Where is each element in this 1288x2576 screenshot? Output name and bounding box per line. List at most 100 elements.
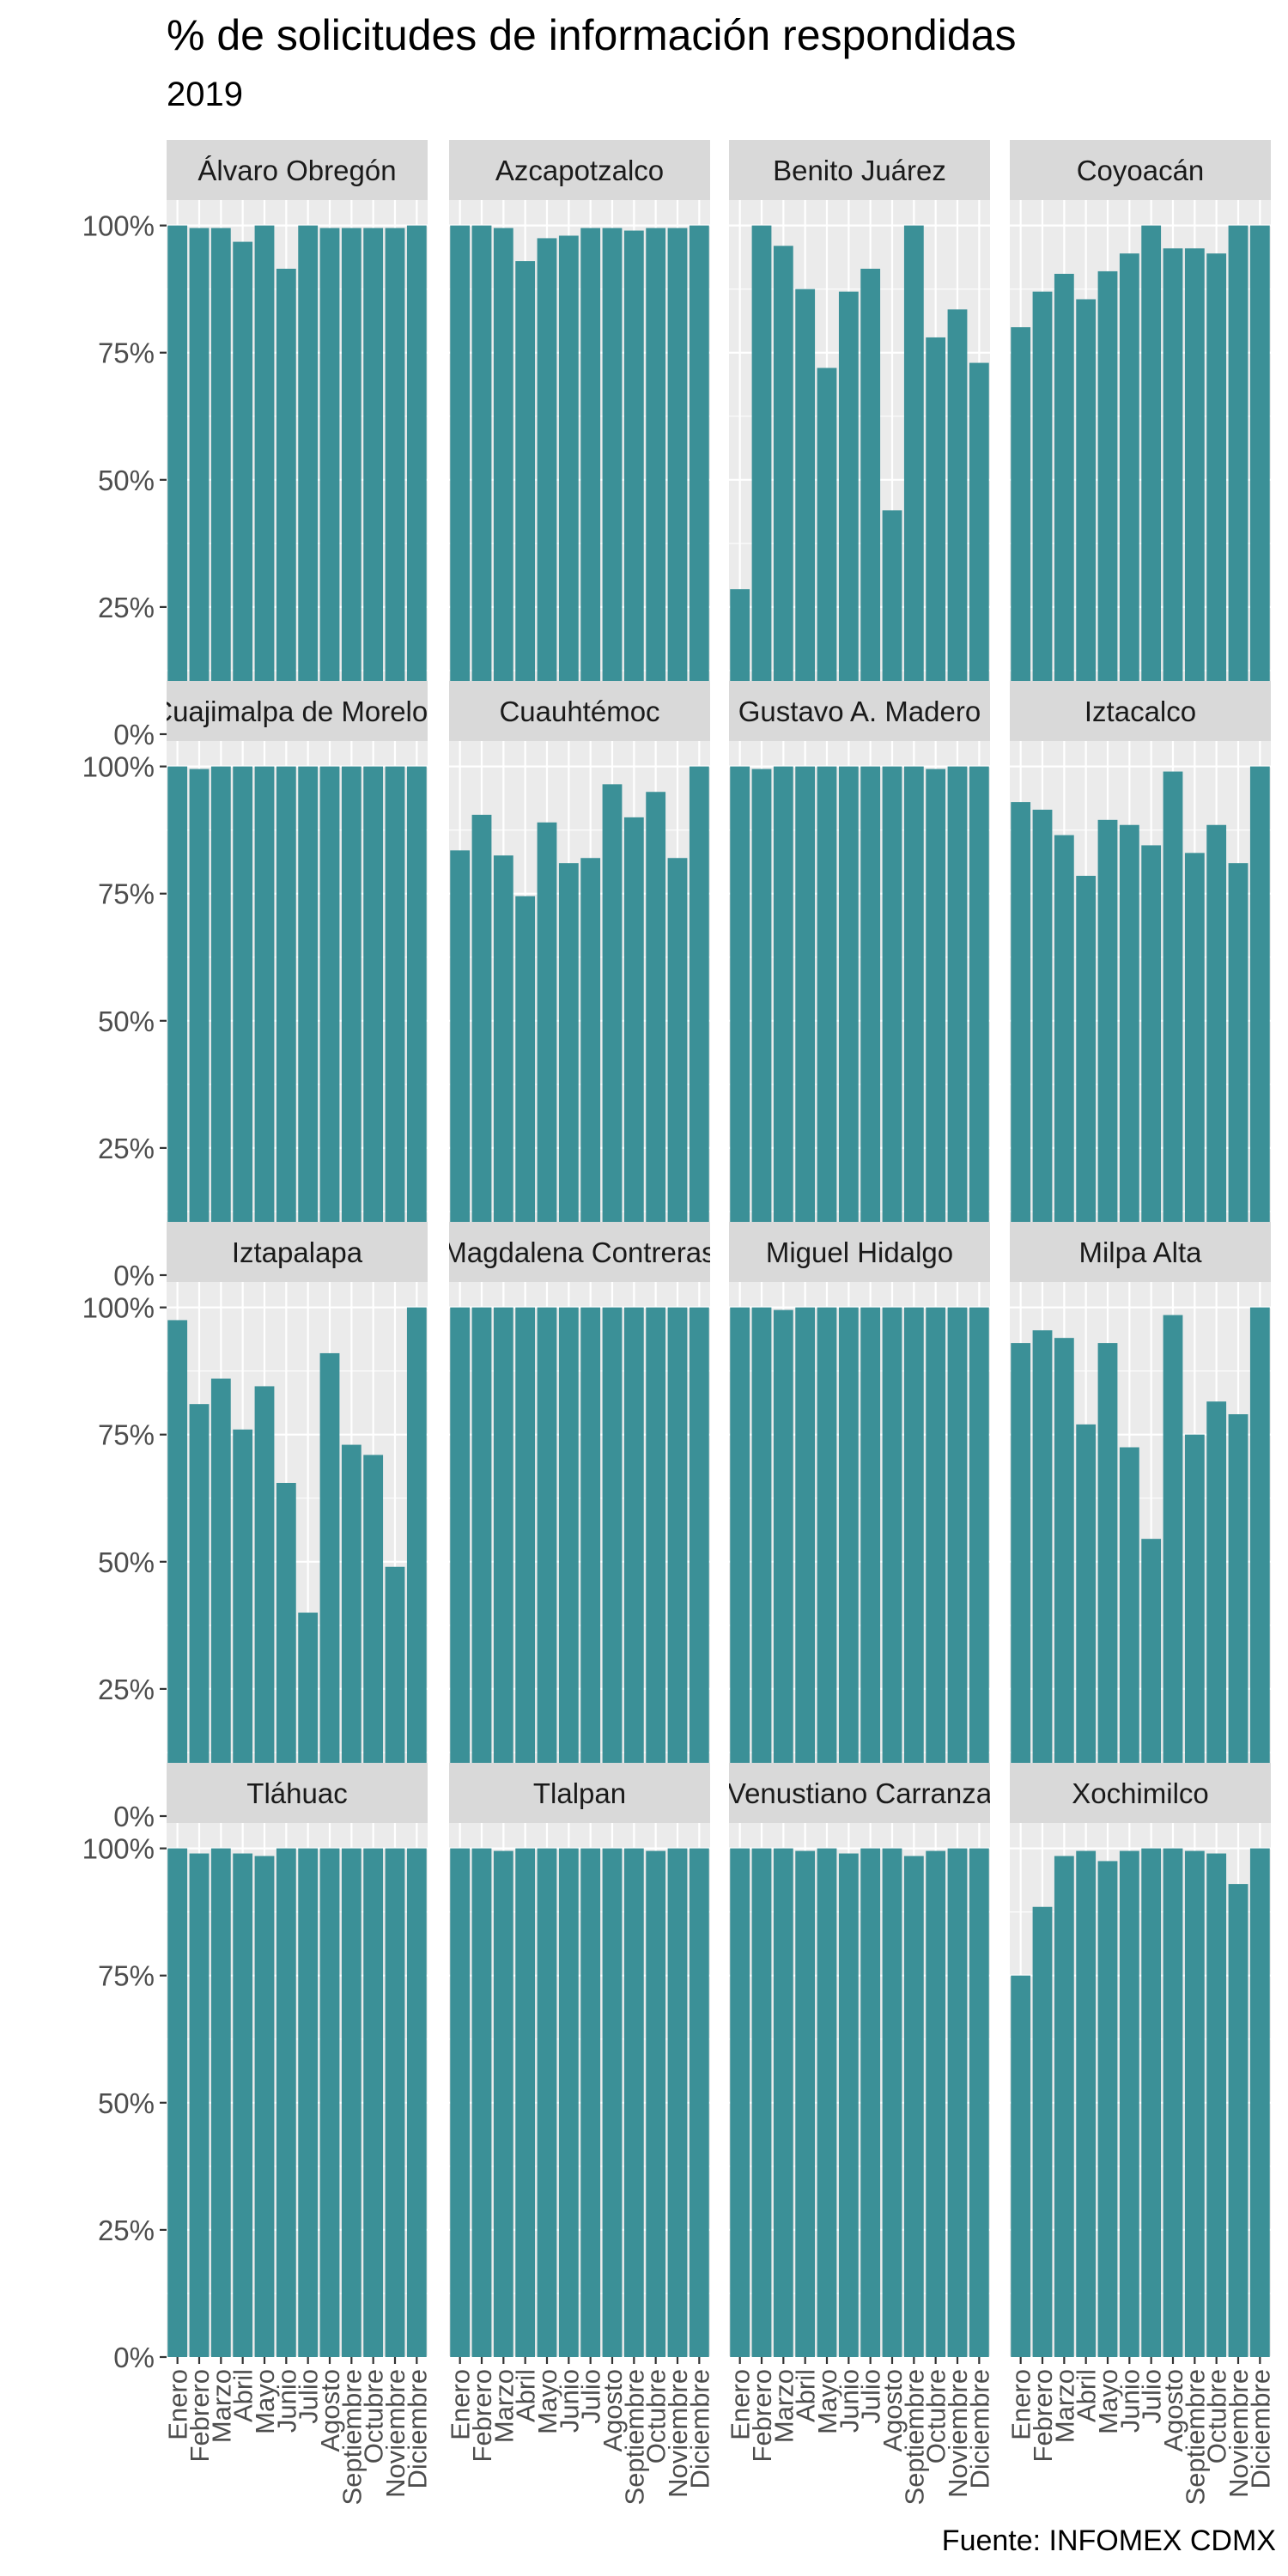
bar xyxy=(1163,1848,1183,2357)
facet-strip xyxy=(1010,1222,1271,1282)
bar xyxy=(1097,819,1118,1275)
bar xyxy=(926,1850,946,2357)
bar xyxy=(580,858,601,1275)
bar xyxy=(537,1307,557,1816)
facet-panel: Benito Juárez xyxy=(729,140,990,736)
x-tick-label: Enero xyxy=(163,2369,193,2440)
bar xyxy=(1076,1850,1097,2357)
bar xyxy=(1119,1850,1139,2357)
bar xyxy=(1163,771,1183,1275)
x-tick-label: Octubre xyxy=(641,2369,671,2464)
x-tick-label: Abril xyxy=(511,2369,541,2422)
bar xyxy=(580,1307,601,1816)
x-tick-label: Febrero xyxy=(1028,2369,1058,2463)
bar xyxy=(254,766,275,1275)
bar xyxy=(1097,1861,1118,2357)
facet-panel: Álvaro Obregón 0% 25% 50% 75% 100% xyxy=(82,140,428,750)
bar xyxy=(1184,1850,1205,2357)
bar xyxy=(751,225,772,735)
facet-panel: Milpa Alta xyxy=(1010,1222,1271,1818)
y-tick-label: 100% xyxy=(82,751,155,783)
facet-strip-label: Cuajimalpa de Morelos xyxy=(152,696,442,727)
bar xyxy=(689,1307,709,1816)
bar xyxy=(493,1850,513,2357)
x-tick-label: Marzo xyxy=(1049,2369,1079,2443)
bar xyxy=(646,228,666,735)
bar xyxy=(537,238,557,734)
x-tick-label: Noviembre xyxy=(663,2369,693,2498)
bar xyxy=(298,766,319,1275)
bar xyxy=(623,1848,644,2357)
bar xyxy=(730,1307,750,1816)
bar xyxy=(730,766,750,1275)
bar xyxy=(903,1307,924,1816)
bar xyxy=(580,1848,601,2357)
bar xyxy=(1163,1315,1183,1816)
bar xyxy=(558,235,579,734)
bar xyxy=(1249,1848,1270,2357)
bar xyxy=(1184,1434,1205,1816)
bar xyxy=(1206,253,1227,734)
facet-strip-label: Milpa Alta xyxy=(1078,1236,1202,1268)
bar xyxy=(1249,1307,1270,1816)
bar xyxy=(773,766,793,1275)
facet-strip xyxy=(167,1763,428,1823)
bar xyxy=(385,1848,405,2357)
facet-strip xyxy=(1010,140,1271,200)
bar xyxy=(1141,225,1162,735)
bar xyxy=(602,1307,623,1816)
y-tick-label: 50% xyxy=(98,2087,155,2119)
bar xyxy=(1228,863,1249,1275)
facet-strip xyxy=(449,1222,710,1282)
bar xyxy=(773,246,793,734)
bar xyxy=(860,766,881,1275)
bar xyxy=(515,1848,536,2357)
x-tick-label: Noviembre xyxy=(1224,2369,1254,2498)
y-tick-label: 75% xyxy=(98,1419,155,1451)
facet-strip xyxy=(729,1222,990,1282)
bar xyxy=(903,766,924,1275)
facet-strip-label: Álvaro Obregón xyxy=(197,155,396,186)
facet-strip-label: Tlalpan xyxy=(533,1777,626,1809)
bar xyxy=(838,1307,859,1816)
facet-panel: Cuauhtémoc xyxy=(449,681,710,1277)
y-tick-label: 0% xyxy=(113,719,155,750)
x-tick-label: Agosto xyxy=(878,2369,908,2452)
bar xyxy=(667,1848,688,2357)
y-tick-label: 50% xyxy=(98,1546,155,1578)
bar xyxy=(646,1850,666,2357)
bar xyxy=(341,1444,361,1816)
facet-strip-label: Benito Juárez xyxy=(773,155,946,186)
bar xyxy=(1011,1343,1031,1816)
facet-panel: Xochimilco EneroFebreroMarzoAbrilMayoJuni… xyxy=(1006,1763,1275,2506)
bar xyxy=(558,1848,579,2357)
bar xyxy=(450,1848,471,2357)
x-tick-label: Agosto xyxy=(1158,2369,1188,2452)
bar xyxy=(1097,1343,1118,1816)
bar xyxy=(167,225,188,735)
facet-strip xyxy=(449,681,710,741)
bar xyxy=(515,896,536,1275)
bar xyxy=(795,1307,816,1816)
bar xyxy=(406,1307,427,1816)
bar xyxy=(838,1853,859,2357)
bar xyxy=(1054,1338,1074,1816)
facet-strip xyxy=(1010,1763,1271,1823)
bar xyxy=(385,1566,405,1816)
x-tick-label: Febrero xyxy=(467,2369,497,2463)
x-tick-label: Diciembre xyxy=(402,2369,432,2489)
bar xyxy=(537,1848,557,2357)
bar xyxy=(860,1848,881,2357)
bar xyxy=(233,1429,253,1816)
x-tick-label: Noviembre xyxy=(943,2369,973,2498)
bar xyxy=(1054,1856,1074,2357)
x-tick-label: Julio xyxy=(294,2369,324,2424)
x-tick-label: Junio xyxy=(554,2369,584,2433)
bar xyxy=(817,368,837,734)
x-tick-label: Febrero xyxy=(747,2369,777,2463)
x-tick-label: Febrero xyxy=(185,2369,215,2463)
x-tick-label: Enero xyxy=(1006,2369,1036,2440)
bar xyxy=(1228,1884,1249,2357)
y-tick-label: 100% xyxy=(82,1292,155,1324)
